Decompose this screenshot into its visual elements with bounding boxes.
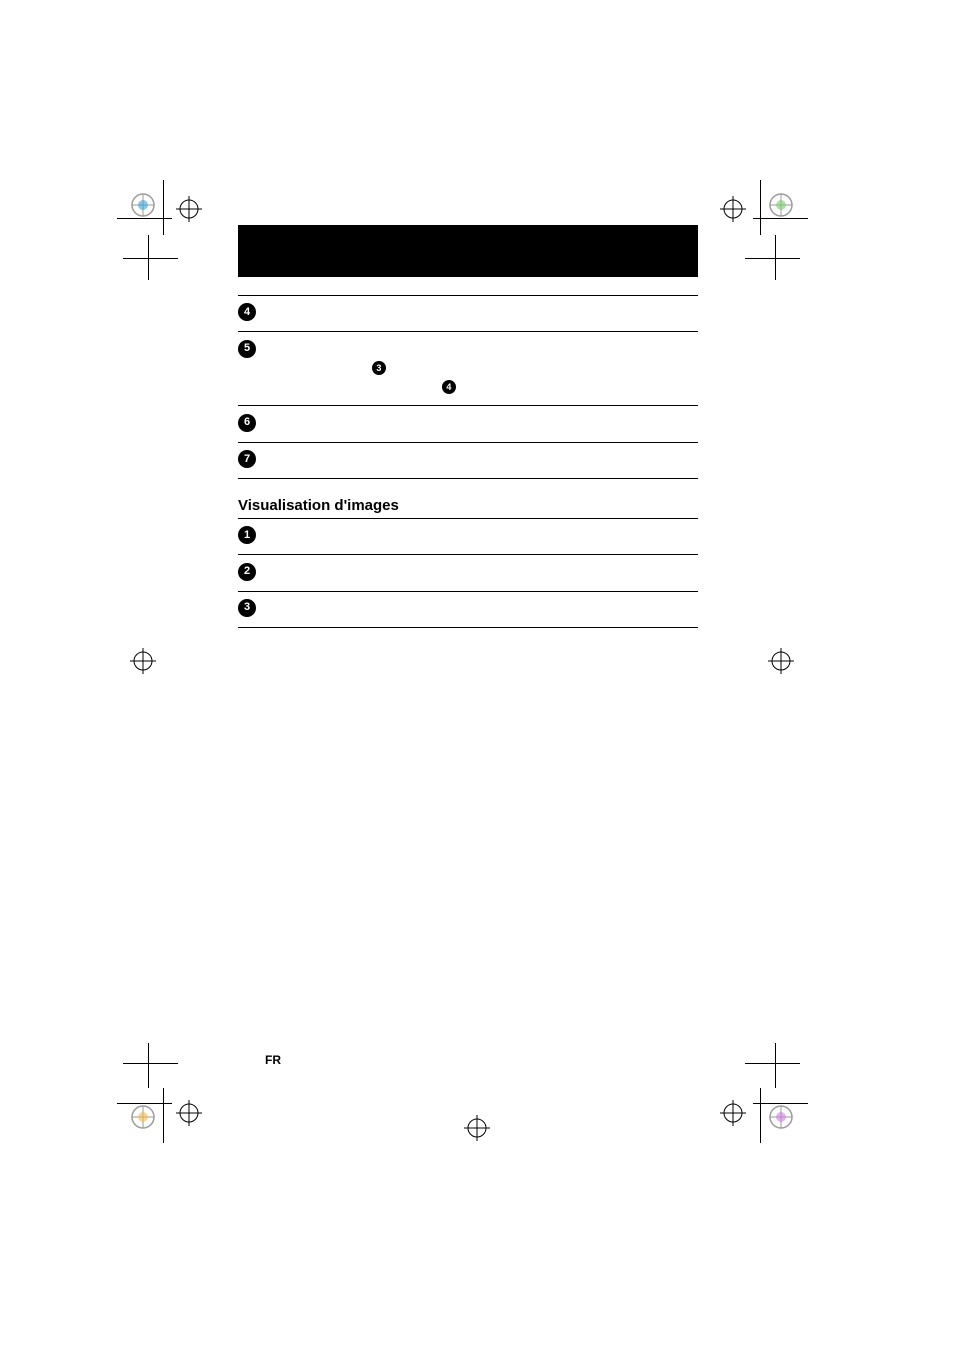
- crop-line: [148, 1043, 149, 1088]
- view-step-number-1: 1: [238, 526, 256, 544]
- regmark-cross-tl: [176, 196, 202, 222]
- step-number-4: 4: [238, 303, 256, 321]
- regmark-circle-br: [768, 1104, 794, 1130]
- crop-line: [745, 258, 800, 259]
- regmark-cross-ml: [130, 648, 156, 674]
- crop-line: [775, 235, 776, 280]
- regmark-cross-br: [720, 1100, 746, 1126]
- step-number-6: 6: [238, 414, 256, 432]
- crop-line: [148, 235, 149, 280]
- crop-line: [760, 1088, 761, 1143]
- step-row-7: 7: [238, 442, 698, 479]
- step-row-6: 6: [238, 405, 698, 441]
- crop-line: [123, 1063, 178, 1064]
- regmark-cross-bottom-center: [464, 1115, 490, 1146]
- crop-line: [163, 1088, 164, 1143]
- crop-line: [775, 1043, 776, 1088]
- step-number-7: 7: [238, 450, 256, 468]
- crop-line: [123, 258, 178, 259]
- inline-number-4: 4: [442, 380, 456, 394]
- regmark-circle-tl: [130, 192, 156, 218]
- step-row-4: 4: [238, 295, 698, 331]
- section-header-bar: [238, 225, 698, 277]
- view-step-row-2: 2: [238, 554, 698, 590]
- regmark-cross-bl: [176, 1100, 202, 1126]
- regmark-circle-tr: [768, 192, 794, 218]
- regmark-cross-mr: [768, 648, 794, 674]
- view-step-number-2: 2: [238, 563, 256, 581]
- crop-line: [760, 180, 761, 235]
- regmark-cross-tr: [720, 196, 746, 222]
- footer-language-code: FR: [265, 1053, 281, 1067]
- crop-line: [753, 218, 808, 219]
- view-step-row-1: 1: [238, 518, 698, 554]
- step-row-5: 5 3 4: [238, 331, 698, 405]
- view-step-row-3: 3: [238, 591, 698, 628]
- subsection-heading: Visualisation d'images: [238, 497, 698, 514]
- crop-line: [753, 1103, 808, 1104]
- regmark-circle-bl: [130, 1104, 156, 1130]
- inline-number-3: 3: [372, 361, 386, 375]
- step-number-5: 5: [238, 340, 256, 358]
- page-content: 4 5 3 4 6 7 Visualisation d'images 1 2 3: [238, 225, 698, 628]
- crop-line: [745, 1063, 800, 1064]
- view-step-number-3: 3: [238, 599, 256, 617]
- crop-line: [163, 180, 164, 235]
